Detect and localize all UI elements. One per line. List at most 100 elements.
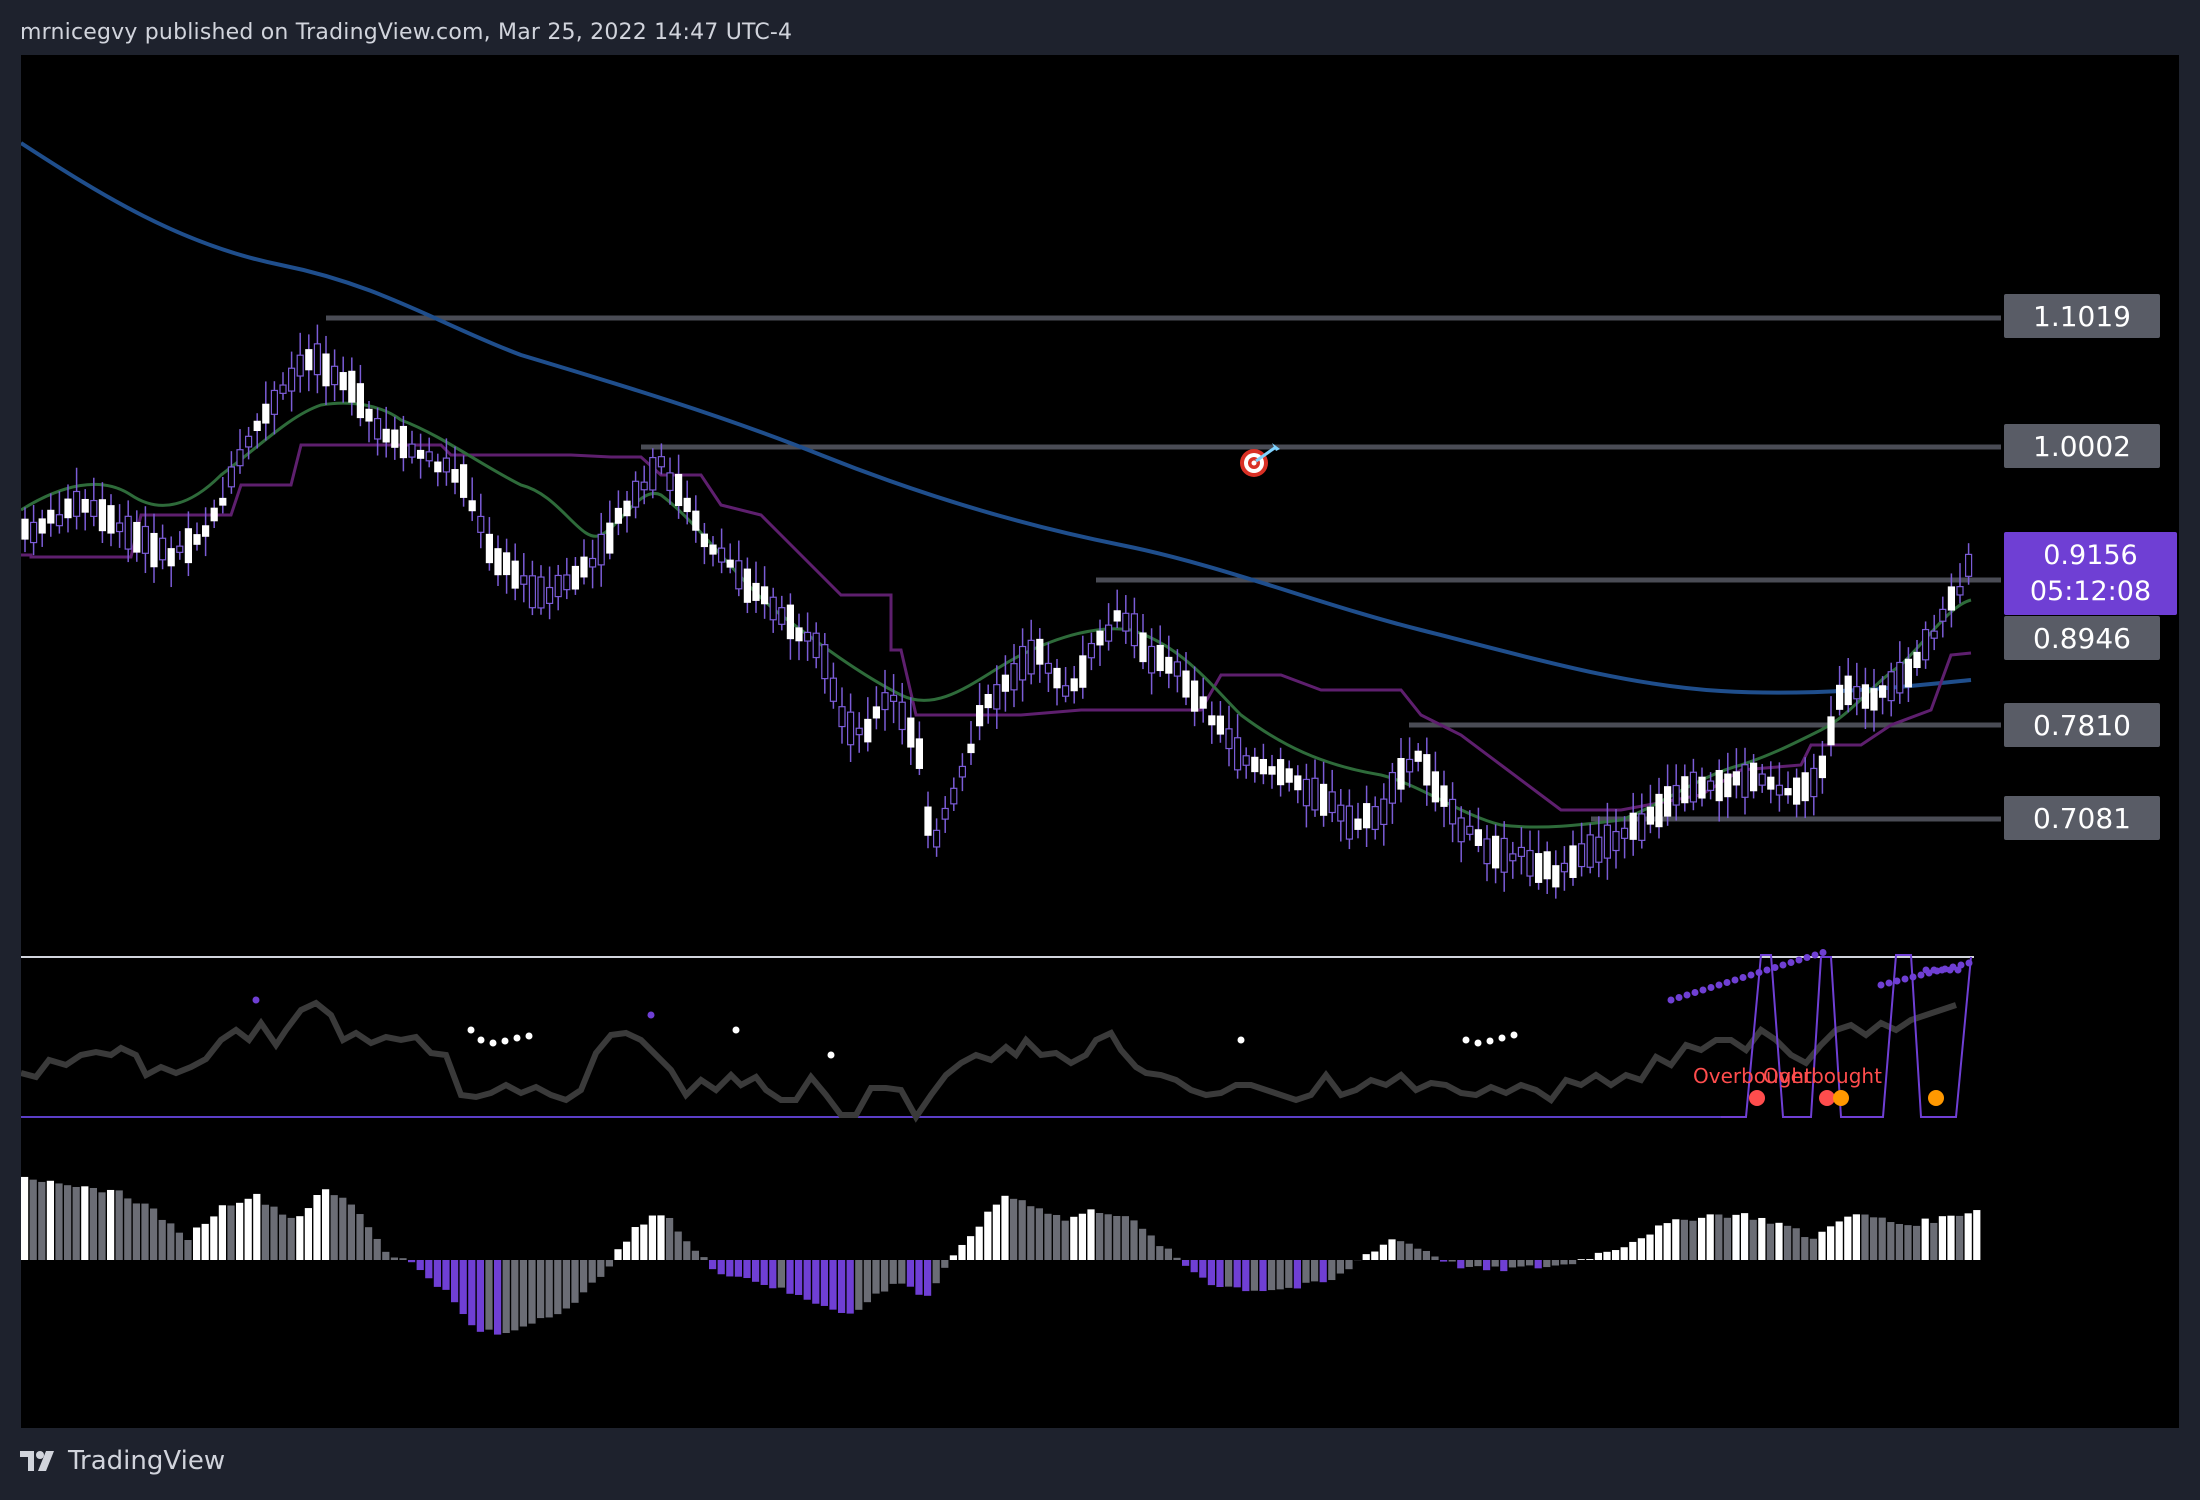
candle-body[interactable]	[1113, 610, 1121, 622]
candle-body[interactable]	[1371, 806, 1379, 831]
candlestick-series[interactable]	[21, 324, 1973, 899]
candle-body[interactable]	[55, 514, 64, 527]
candle-body[interactable]	[864, 718, 872, 743]
candle-body[interactable]	[485, 533, 493, 564]
candle-body[interactable]	[1595, 836, 1603, 863]
current-price-badge[interactable]: 0.9156 05:12:08	[2004, 532, 2177, 615]
candle-body[interactable]	[1423, 754, 1431, 786]
candle-body[interactable]	[1199, 696, 1207, 709]
candle-body[interactable]	[1414, 750, 1422, 762]
candle-body[interactable]	[1835, 684, 1844, 710]
candle-body[interactable]	[1354, 818, 1362, 830]
candle-body[interactable]	[1096, 630, 1104, 646]
candle-body[interactable]	[1165, 656, 1173, 674]
overbought-marker-red-1[interactable]	[1749, 1090, 1765, 1106]
candle-body[interactable]	[1294, 775, 1302, 791]
candle-body[interactable]	[81, 498, 89, 513]
candle-body[interactable]	[760, 586, 769, 605]
candle-body[interactable]	[1526, 849, 1534, 877]
candle-body[interactable]	[159, 537, 167, 561]
candle-body[interactable]	[1629, 812, 1637, 840]
candle-body[interactable]	[227, 466, 235, 488]
candle-body[interactable]	[1698, 776, 1706, 799]
candle-body[interactable]	[1328, 791, 1336, 814]
candle-body[interactable]	[1388, 771, 1397, 804]
candle-body[interactable]	[941, 807, 949, 820]
candle-body[interactable]	[1681, 776, 1689, 804]
candle-body[interactable]	[115, 522, 124, 533]
candle-body[interactable]	[528, 575, 536, 609]
overbought-marker-orange-2[interactable]	[1928, 1090, 1944, 1106]
candle-body[interactable]	[1010, 663, 1018, 691]
candle-body[interactable]	[477, 515, 485, 533]
candle-body[interactable]	[1440, 785, 1448, 807]
footer-brand[interactable]: TradingView	[20, 1446, 225, 1476]
candle-body[interactable]	[846, 711, 855, 746]
candle-body[interactable]	[124, 515, 132, 550]
candle-body[interactable]	[1190, 680, 1199, 712]
candle-body[interactable]	[270, 389, 278, 415]
candle-body[interactable]	[1276, 759, 1285, 786]
candle-body[interactable]	[236, 449, 244, 467]
candle-body[interactable]	[1810, 767, 1818, 798]
candle-body[interactable]	[666, 472, 674, 492]
candle-body[interactable]	[1319, 783, 1328, 816]
candle-body[interactable]	[1285, 768, 1293, 783]
candle-body[interactable]	[1818, 755, 1827, 779]
candle-body[interactable]	[1036, 638, 1044, 665]
candle-body[interactable]	[1070, 678, 1078, 692]
chart-area[interactable]: Overbought Overbought 1.1019 1.0002 0.89…	[21, 55, 2179, 1428]
candle-body[interactable]	[545, 586, 554, 604]
candle-body[interactable]	[1466, 825, 1474, 835]
candle-body[interactable]	[821, 644, 829, 680]
candle-body[interactable]	[1311, 777, 1319, 811]
candle-body[interactable]	[193, 534, 201, 545]
candle-body[interactable]	[1027, 639, 1035, 675]
candle-body[interactable]	[537, 576, 545, 609]
candle-body[interactable]	[812, 632, 820, 659]
momentum-histogram[interactable]	[21, 1176, 1981, 1335]
candle-body[interactable]	[1362, 803, 1371, 829]
candle-body[interactable]	[1904, 658, 1913, 688]
candle-body[interactable]	[47, 509, 55, 524]
candle-body[interactable]	[1517, 846, 1526, 857]
candle-body[interactable]	[468, 500, 476, 512]
candle-body[interactable]	[649, 456, 657, 491]
candle-body[interactable]	[683, 497, 691, 513]
candle-body[interactable]	[631, 480, 640, 508]
overbought-marker-red-2[interactable]	[1819, 1090, 1835, 1106]
candle-body[interactable]	[1603, 824, 1612, 859]
candle-body[interactable]	[425, 451, 433, 462]
candle-body[interactable]	[348, 370, 356, 403]
candle-body[interactable]	[1586, 834, 1594, 868]
overbought-marker-orange-1[interactable]	[1833, 1090, 1849, 1106]
candle-body[interactable]	[674, 473, 683, 507]
candle-body[interactable]	[1491, 835, 1500, 869]
candle-body[interactable]	[141, 525, 150, 554]
candle-body[interactable]	[1405, 758, 1414, 773]
candle-body[interactable]	[752, 582, 760, 601]
candle-body[interactable]	[580, 556, 588, 578]
candle-body[interactable]	[331, 365, 339, 386]
candle-body[interactable]	[881, 692, 889, 711]
candle-body[interactable]	[1431, 771, 1440, 803]
candle-body[interactable]	[726, 559, 734, 568]
candle-body[interactable]	[700, 533, 709, 548]
candle-body[interactable]	[1345, 805, 1354, 840]
candle-body[interactable]	[176, 545, 184, 553]
candle-body[interactable]	[606, 522, 614, 554]
target-dart-icon[interactable]	[1240, 443, 1280, 477]
candle-body[interactable]	[1182, 670, 1190, 698]
candle-body[interactable]	[1655, 793, 1663, 828]
candle-body[interactable]	[1560, 862, 1569, 873]
candle-body[interactable]	[1947, 586, 1956, 611]
candle-body[interactable]	[1689, 771, 1698, 803]
candle-body[interactable]	[614, 507, 623, 524]
candle-body[interactable]	[1861, 684, 1870, 709]
candle-body[interactable]	[1018, 645, 1027, 681]
chart-canvas[interactable]: Overbought Overbought	[21, 55, 2179, 1428]
candle-body[interactable]	[993, 684, 1001, 710]
candle-body[interactable]	[417, 449, 425, 459]
candle-body[interactable]	[30, 521, 38, 544]
candle-body[interactable]	[907, 717, 915, 748]
